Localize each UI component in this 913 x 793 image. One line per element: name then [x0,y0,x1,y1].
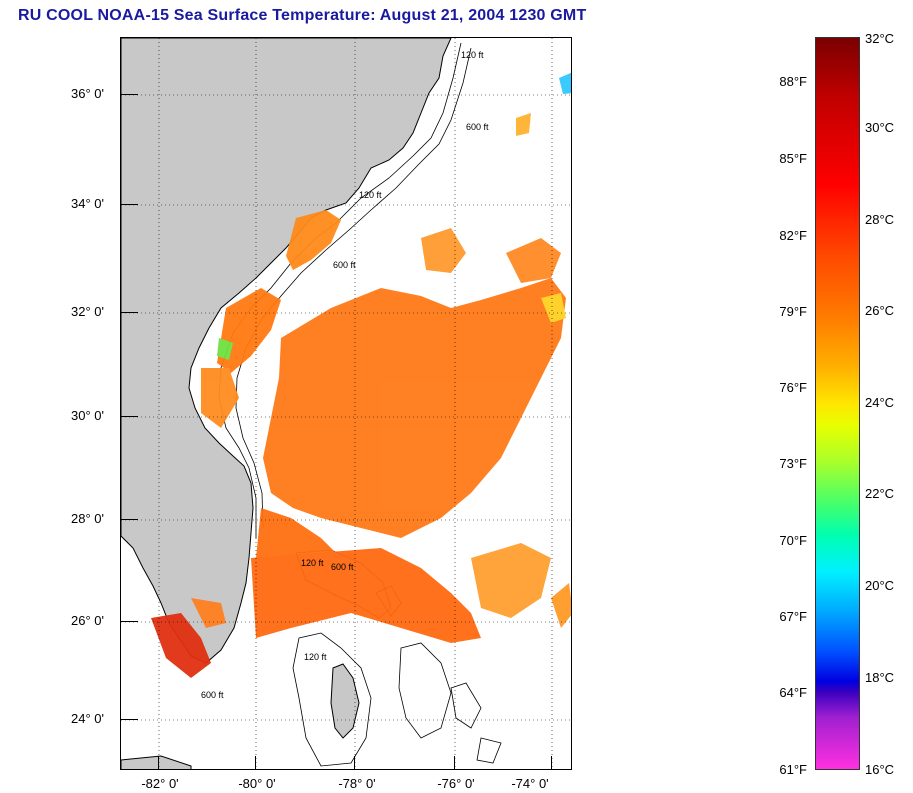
lat-major-tick [120,621,138,622]
colorbar-fahrenheit-label: 64°F [779,685,807,700]
isobath-120ft [218,42,462,538]
colorbar-celsius-label: 18°C [865,670,895,685]
colorbar-celsius-label: 16°C [865,762,895,777]
isobath-label: 600 ft [331,562,354,572]
lat-label: 30° 0' [71,408,104,423]
lon-label: -78° 0' [338,776,376,791]
lon-major-tick [551,756,552,770]
lat-major-tick [120,416,138,417]
colorbar-celsius-label: 22°C [865,486,895,501]
lon-major-tick [354,756,355,770]
map-graticule [121,38,571,769]
isobath-label: 600 ft [466,122,489,132]
colorbar-celsius-label: 32°C [865,31,895,46]
lat-label: 34° 0' [71,196,104,211]
lat-major-tick [120,312,138,313]
colorbar-fahrenheit-label: 79°F [779,304,807,319]
colorbar-fahrenheit-label: 70°F [779,533,807,548]
lon-label: -82° 0' [141,776,179,791]
colorbar-fahrenheit-label: 85°F [779,151,807,166]
lon-label: -76° 0' [437,776,475,791]
colorbar-fahrenheit-label: 82°F [779,228,807,243]
lat-label: 32° 0' [71,304,104,319]
lat-major-tick [120,204,138,205]
lon-label: -80° 0' [238,776,276,791]
colorbar-celsius-label: 20°C [865,578,895,593]
isobath-label: 600 ft [333,260,356,270]
lat-label: 36° 0' [71,86,104,101]
page-title: RU COOL NOAA-15 Sea Surface Temperature:… [18,7,587,24]
lat-major-tick [120,519,138,520]
isobath-label: 120 ft [304,652,327,662]
andros-island [330,663,360,739]
colorbar-celsius-label: 30°C [865,120,895,135]
sst-map[interactable]: 120 ft 600 ft 120 ft 600 ft 120 ft 600 f… [120,37,572,770]
isobath-label: 120 ft [359,190,382,200]
lon-major-tick [454,756,455,770]
colorbar-fahrenheit-label: 76°F [779,380,807,395]
lat-major-tick [120,719,138,720]
colorbar-fahrenheit-label: 73°F [779,456,807,471]
lon-major-tick [158,756,159,770]
lon-label: -74° 0' [511,776,549,791]
lon-major-tick [255,756,256,770]
lat-label: 28° 0' [71,511,104,526]
cuba-landmass [121,755,192,769]
isobath-label: 600 ft [201,690,224,700]
colorbar-celsius-label: 24°C [865,395,895,410]
colorbar-celsius-label: 28°C [865,212,895,227]
temperature-colorbar [815,37,860,770]
lat-major-tick [120,94,138,95]
isobath-label: 120 ft [301,558,324,568]
sst-map-svg: 120 ft 600 ft 120 ft 600 ft 120 ft 600 f… [121,38,571,769]
colorbar-fahrenheit-label: 88°F [779,74,807,89]
colorbar-celsius-label: 26°C [865,303,895,318]
colorbar-fahrenheit-label: 67°F [779,609,807,624]
sst-data-layer [151,72,571,678]
lat-label: 24° 0' [71,711,104,726]
isobath-label: 120 ft [461,50,484,60]
colorbar-fahrenheit-label: 61°F [779,762,807,777]
isobath-600ft [235,47,472,529]
lat-label: 26° 0' [71,613,104,628]
